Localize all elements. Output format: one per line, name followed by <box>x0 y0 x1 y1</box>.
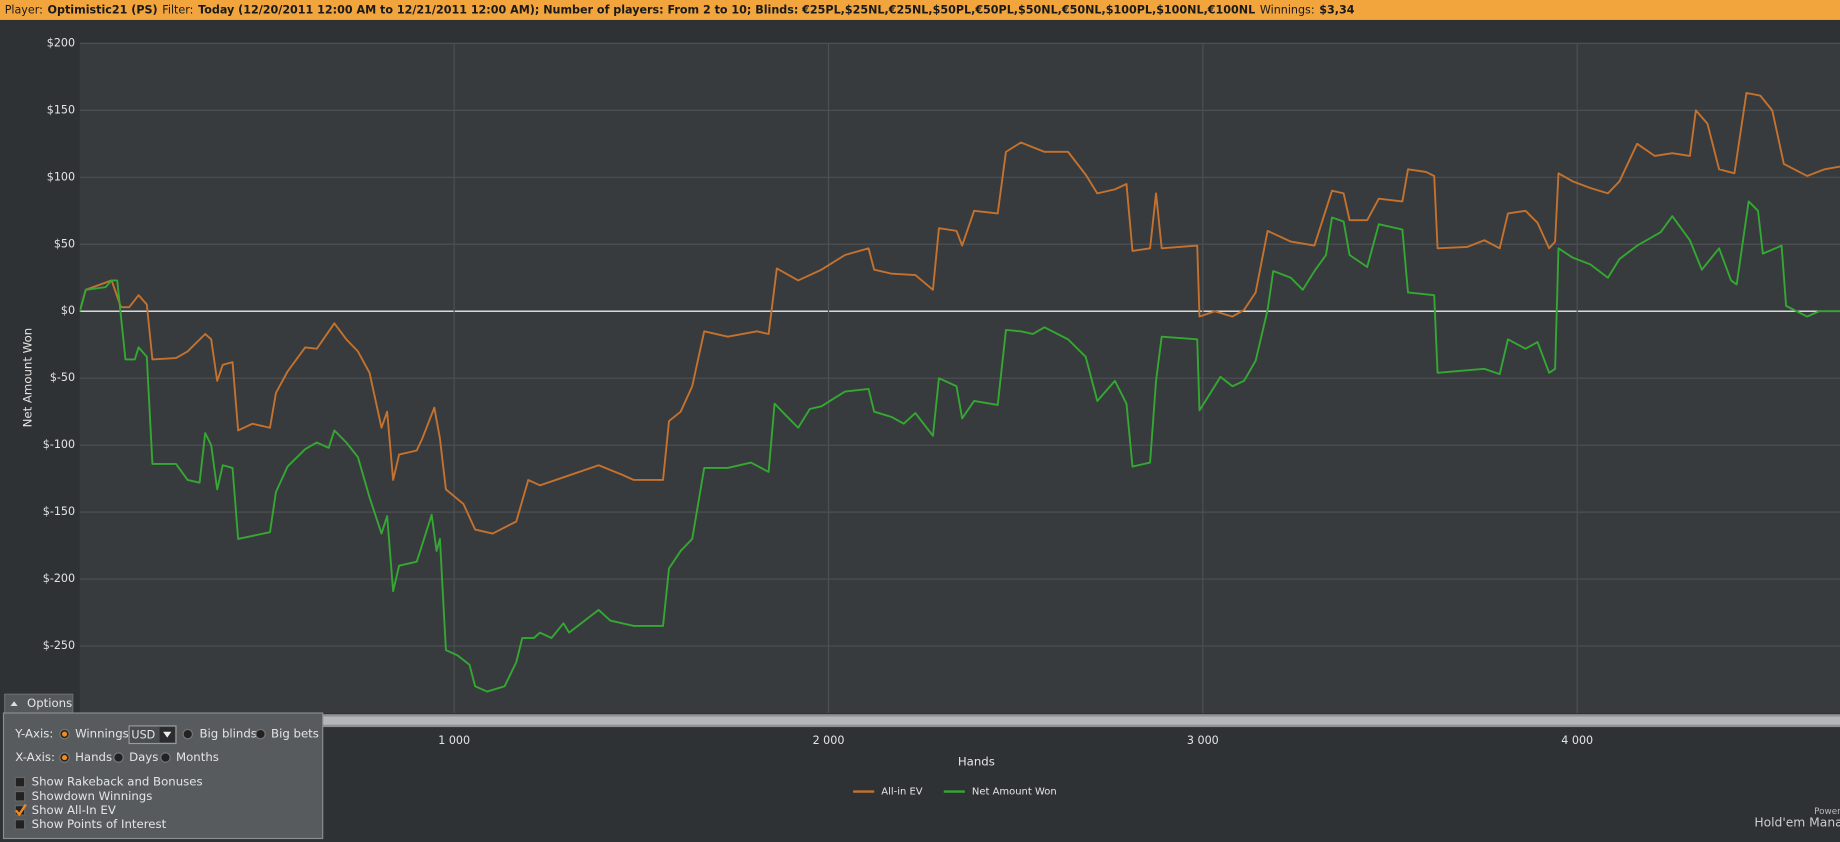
x-tick-label: 4 000 <box>1561 734 1593 747</box>
x-axis-option-label: X-Axis: <box>15 750 55 764</box>
y-tick-label: $-150 <box>43 505 75 518</box>
radio-button[interactable] <box>255 728 266 740</box>
y-axis-option-label: Y-Axis: <box>14 727 53 741</box>
checkbox-label[interactable]: Show Points of Interest <box>32 817 167 831</box>
y-axis-choice[interactable]: Winnings <box>75 727 129 741</box>
radio-dot <box>61 754 68 761</box>
header-value: Optimistic21 (PS) <box>48 4 158 17</box>
checkmark <box>14 803 27 817</box>
checkbox[interactable] <box>14 790 26 802</box>
header-label: Filter: <box>162 4 193 17</box>
y-tick-label: $50 <box>54 237 75 250</box>
y-tick-label: $150 <box>47 103 75 116</box>
y-axis-title: Net Amount Won <box>21 328 35 428</box>
x-axis-title: Hands <box>958 755 995 769</box>
options-tab-label: Options <box>27 696 72 710</box>
x-tick-label: 2 000 <box>813 734 845 747</box>
y-tick-label: $-100 <box>43 438 75 451</box>
y-tick-label: $200 <box>47 36 75 49</box>
options-arrow <box>10 701 18 706</box>
checkbox-label[interactable]: Show All-In EV <box>32 803 116 817</box>
radio-dot <box>61 731 68 737</box>
y-tick-label: $-50 <box>50 371 75 384</box>
x-axis-choice[interactable]: Months <box>176 750 219 764</box>
header-bar <box>0 0 1840 20</box>
header-label: Winnings: <box>1260 4 1315 17</box>
data-line <box>79 91 1840 535</box>
y-tick-label: $-250 <box>43 639 75 652</box>
scrollbar-thumb[interactable] <box>75 716 1840 725</box>
x-axis-choice[interactable]: Days <box>129 750 158 764</box>
checkbox-label[interactable]: Showdown Winnings <box>32 789 153 803</box>
currency-value: USD <box>131 728 155 741</box>
y-axis-choice[interactable]: Big blinds <box>199 727 256 741</box>
checkbox[interactable] <box>14 776 26 788</box>
data-line <box>79 200 1840 693</box>
select-arrow <box>163 731 172 738</box>
legend-label: Net Amount Won <box>972 787 1057 798</box>
header-label: Player: <box>5 4 43 17</box>
checkbox[interactable] <box>14 819 26 830</box>
radio-button[interactable] <box>160 752 171 763</box>
header-value: Today (12/20/2011 12:00 AM to 12/21/2011… <box>198 4 1255 17</box>
brand: Hold'em Manager <box>1754 816 1840 830</box>
x-axis-choice[interactable]: Hands <box>75 750 112 764</box>
x-tick-label: 3 000 <box>1187 734 1219 747</box>
radio-button[interactable] <box>113 752 124 763</box>
y-axis-choice[interactable]: Big bets <box>271 727 319 741</box>
radio-button[interactable] <box>182 728 194 740</box>
header-value: $3,34 <box>1319 4 1354 17</box>
x-tick-label: 1 000 <box>438 734 470 747</box>
y-tick-label: $0 <box>61 304 75 317</box>
powered-by: Powered by <box>1814 807 1840 817</box>
y-tick-label: $-200 <box>43 572 75 585</box>
y-tick-label: $100 <box>47 170 75 183</box>
checkbox-label[interactable]: Show Rakeback and Bonuses <box>32 775 203 789</box>
header-text: Player: Optimistic21 (PS) Filter: Today (12… <box>5 4 1355 17</box>
legend-label: All-in EV <box>881 787 923 798</box>
